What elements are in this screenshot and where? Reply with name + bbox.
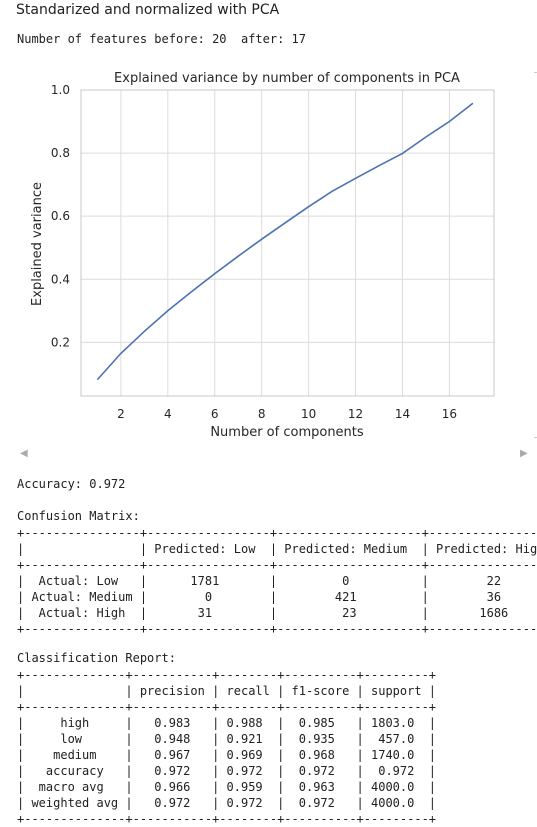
y-tick-labels: 0.2 0.4 0.6 0.8 1.0	[51, 83, 70, 349]
x-tick-label: 6	[211, 407, 219, 421]
x-tick-label: 8	[258, 407, 266, 421]
y-tick-label: 0.4	[51, 272, 70, 286]
classification-report-title: Classification Report:	[17, 651, 176, 665]
accuracy-text: Accuracy: 0.972	[17, 477, 126, 491]
edge-marker	[534, 72, 537, 73]
x-tick-label: 16	[442, 407, 457, 421]
explained-variance-line	[96, 102, 474, 381]
y-tick-label: 0.2	[51, 335, 70, 349]
y-tick-label: 0.8	[51, 146, 70, 160]
y-tick-label: 0.6	[51, 209, 70, 223]
confusion-matrix-title: Confusion Matrix:	[17, 509, 140, 523]
output-scrollbar[interactable]: ◀ ▶	[0, 446, 537, 464]
x-tick-label: 10	[301, 407, 316, 421]
x-tick-label: 12	[348, 407, 363, 421]
classification-report-table: +--------------+-----------+--------+---…	[17, 668, 437, 826]
scroll-left-arrow-icon[interactable]: ◀	[20, 448, 28, 459]
confusion-matrix-table: +----------------+-----------------+----…	[17, 526, 537, 636]
edge-marker	[534, 437, 537, 438]
y-axis-label: Explained variance	[30, 182, 45, 306]
x-tick-labels: 2 4 6 8 10 12 14 16	[117, 407, 457, 421]
x-tick-label: 2	[117, 407, 125, 421]
features-count-text: Number of features before: 20 after: 17	[17, 32, 306, 46]
plot-area-frame	[80, 89, 495, 397]
x-axis-label: Number of components	[210, 425, 364, 440]
output-heading: Standarized and normalized with PCA	[16, 2, 280, 18]
chart-title: Explained variance by number of componen…	[114, 71, 460, 86]
x-tick-label: 14	[395, 407, 410, 421]
explained-variance-chart: 2 4 6 8 10 12 14 16 0.2 0.4 0.6 0.8 1.0 Explained v…	[30, 71, 495, 440]
scroll-right-arrow-icon[interactable]: ▶	[520, 448, 528, 459]
x-tick-label: 4	[164, 407, 172, 421]
chart-grid	[81, 89, 494, 396]
y-tick-label: 1.0	[51, 83, 70, 97]
